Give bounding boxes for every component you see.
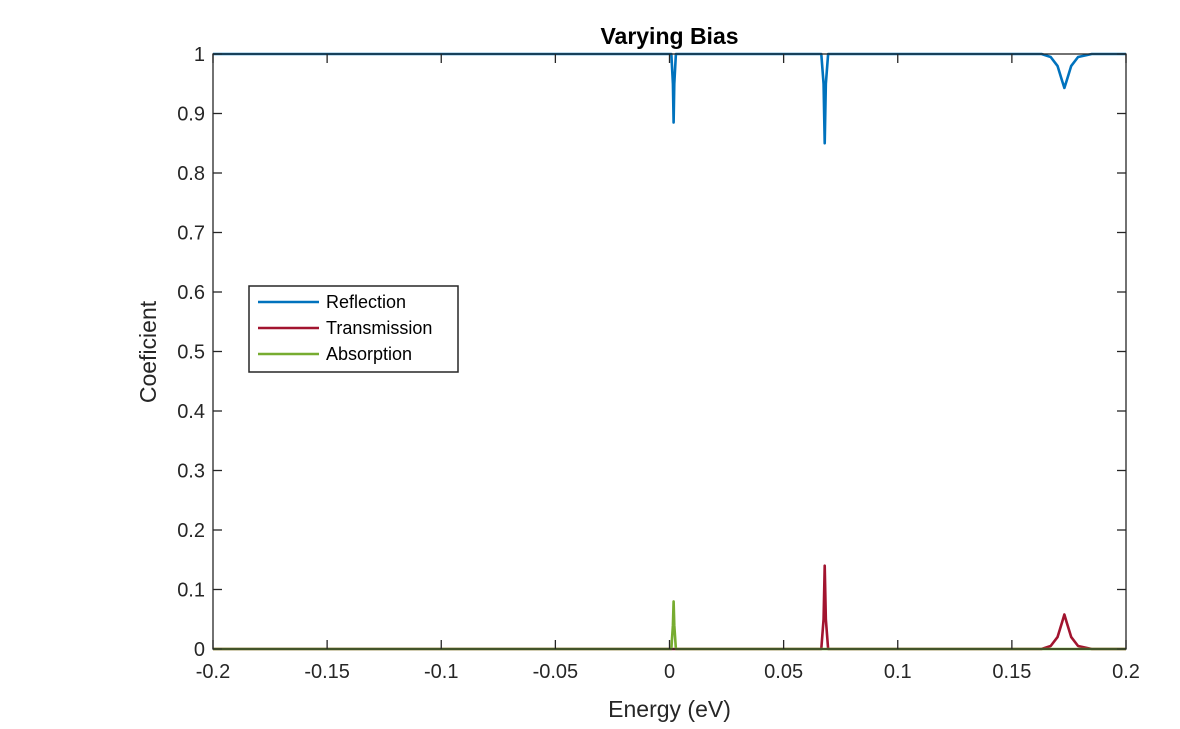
x-tick-label: -0.05 [533,661,579,683]
y-tick-label: 0.1 [177,580,205,602]
y-tick-label: 0.3 [177,461,205,483]
y-tick-label: 1 [194,44,205,66]
y-tick-label: 0.2 [177,520,205,542]
chart-title: Varying Bias [600,23,738,49]
x-tick-label: -0.15 [304,661,350,683]
y-tick-label: 0.4 [177,401,205,423]
x-tick-label: 0.1 [884,661,912,683]
y-tick-label: 0 [194,639,205,661]
x-tick-label: 0 [664,661,675,683]
x-tick-label: -0.1 [424,661,458,683]
x-tick-label: -0.2 [196,661,230,683]
legend-label-transmission: Transmission [326,318,432,338]
y-tick-label: 0.7 [177,223,205,245]
legend: Reflection Transmission Absorption [248,285,459,373]
y-tick-label: 0.5 [177,342,205,364]
x-tick-label: 0.15 [992,661,1031,683]
x-axis: -0.2 -0.15 -0.1 -0.05 0 0.05 0.1 0.15 0.2 [196,54,1140,683]
y-axis-label: Coeficient [135,300,161,403]
y-tick-label: 0.8 [177,163,205,185]
x-axis-label: Energy (eV) [608,696,731,722]
series-line-transmission [213,564,1126,651]
y-tick-label: 0.6 [177,282,205,304]
x-tick-label: 0.05 [764,661,803,683]
legend-label-reflection: Reflection [326,292,406,312]
x-tick-label: 0.2 [1112,661,1140,683]
legend-label-absorption: Absorption [326,344,412,364]
y-axis: 0 0.1 0.2 0.3 0.4 0.5 0.6 0.7 0.8 0.9 1 [177,44,1126,661]
y-tick-label: 0.9 [177,104,205,126]
